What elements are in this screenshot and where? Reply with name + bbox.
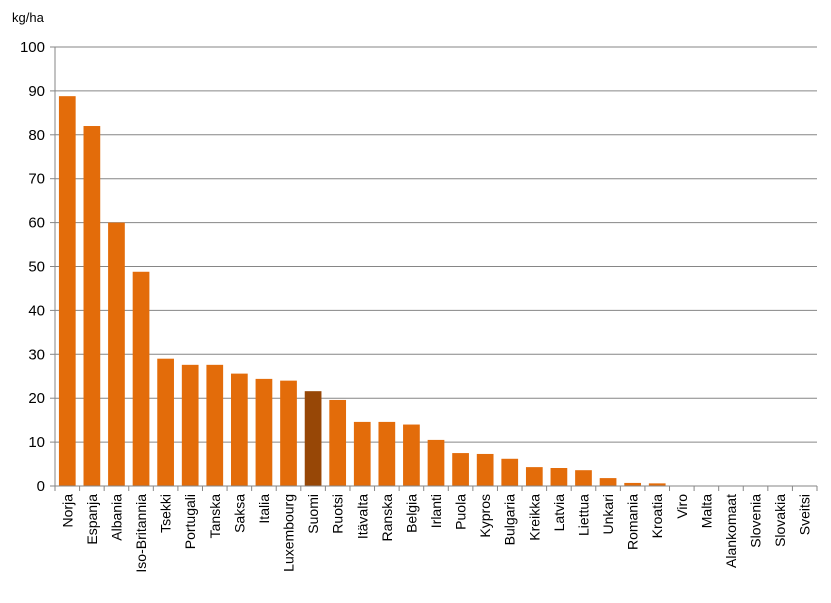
- bar-tsekki: [157, 358, 174, 486]
- y-tick-label: 80: [28, 127, 45, 144]
- bar-saksa: [230, 373, 248, 486]
- bar-irlanti: [427, 439, 445, 486]
- bar-puola: [452, 453, 469, 486]
- y-tick-label: 30: [28, 346, 45, 363]
- bar-suomi: [304, 391, 322, 486]
- x-tick-label-slovakia: Slovakia: [772, 494, 788, 547]
- bar-luxembourg: [280, 380, 297, 486]
- x-tick-label-romania: Romania: [625, 494, 641, 550]
- y-tick-label: 100: [20, 39, 45, 56]
- x-tick-label-alankomaat: Alankomaat: [723, 494, 739, 568]
- y-tick-label: 50: [28, 259, 45, 276]
- bar-tanska: [206, 364, 224, 486]
- bar-romania: [624, 482, 642, 486]
- y-tick-label: 60: [28, 215, 45, 232]
- y-axis-ticks: 0 10 20 30 40 50 60 70 80 90 100: [20, 39, 55, 495]
- bar-belgia: [403, 424, 420, 486]
- bar-albania: [108, 222, 125, 486]
- y-axis-unit-label: kg/ha: [12, 10, 45, 25]
- axes: [54, 47, 818, 491]
- bar-it-valta: [353, 421, 371, 486]
- x-tick-label-suomi: Suomi: [305, 494, 321, 534]
- x-tick-label-norja: Norja: [59, 494, 75, 528]
- bar-kypros: [476, 453, 494, 486]
- x-tick-label-malta: Malta: [698, 494, 714, 528]
- x-tick-label-ranska: Ranska: [379, 494, 395, 542]
- bar-bulgaria: [501, 458, 519, 486]
- y-tick-label: 40: [28, 302, 45, 319]
- x-tick-label-tsekki: Tsekki: [158, 494, 174, 533]
- bar-unkari: [599, 478, 617, 486]
- x-axis-labels: Norja Espanja Albania Iso-Britannia Tsekki Po…: [59, 494, 812, 573]
- x-tick-label-unkari: Unkari: [600, 494, 616, 534]
- y-tick-label: 20: [28, 390, 45, 407]
- x-tick-label-iso-britannia: Iso-Britannia: [133, 494, 149, 573]
- x-tick-label-kypros: Kypros: [477, 494, 493, 538]
- y-tick-label: 70: [28, 171, 45, 188]
- x-tick-label-belgia: Belgia: [403, 494, 419, 533]
- bar-latvia: [550, 468, 568, 486]
- bar-iso-britannia: [132, 271, 150, 486]
- x-tick-label-bulgaria: Bulgaria: [502, 494, 518, 546]
- x-tick-label-it-valta: Itävalta: [354, 494, 370, 539]
- x-tick-label-saksa: Saksa: [231, 494, 247, 533]
- x-tick-label-ruotsi: Ruotsi: [330, 494, 346, 534]
- x-tick-label-viro: Viro: [674, 494, 690, 519]
- bar-portugali: [181, 364, 199, 486]
- x-tick-label-kroatia: Kroatia: [649, 494, 665, 539]
- y-tick-label: 10: [28, 434, 45, 451]
- bar-espanja: [83, 126, 101, 487]
- bar-ruotsi: [329, 399, 347, 486]
- bar-italia: [255, 378, 273, 486]
- x-tick-label-irlanti: Irlanti: [428, 494, 444, 528]
- x-tick-label-espanja: Espanja: [84, 494, 100, 545]
- x-tick-label-portugali: Portugali: [182, 494, 198, 549]
- y-tick-label: 90: [28, 83, 45, 100]
- x-tick-label-tanska: Tanska: [207, 494, 223, 539]
- x-tick-label-latvia: Latvia: [551, 494, 567, 532]
- bar-ranska: [378, 421, 396, 486]
- x-tick-label-luxembourg: Luxembourg: [281, 494, 297, 572]
- x-tick-label-sveitsi: Sveitsi: [797, 494, 813, 535]
- x-tick-label-italia: Italia: [256, 494, 272, 524]
- x-tick-label-albania: Albania: [108, 494, 124, 541]
- bar-kreikka: [525, 467, 543, 486]
- y-tick-label: 0: [37, 478, 45, 495]
- x-tick-label-kreikka: Kreikka: [526, 494, 542, 541]
- x-tick-label-liettua: Liettua: [575, 494, 591, 536]
- bar-liettua: [575, 470, 592, 486]
- bar-norja: [58, 96, 76, 486]
- x-tick-label-puola: Puola: [453, 494, 469, 530]
- x-tick-label-slovenia: Slovenia: [748, 494, 764, 548]
- bar-kroatia: [648, 483, 666, 486]
- bars: [58, 96, 666, 487]
